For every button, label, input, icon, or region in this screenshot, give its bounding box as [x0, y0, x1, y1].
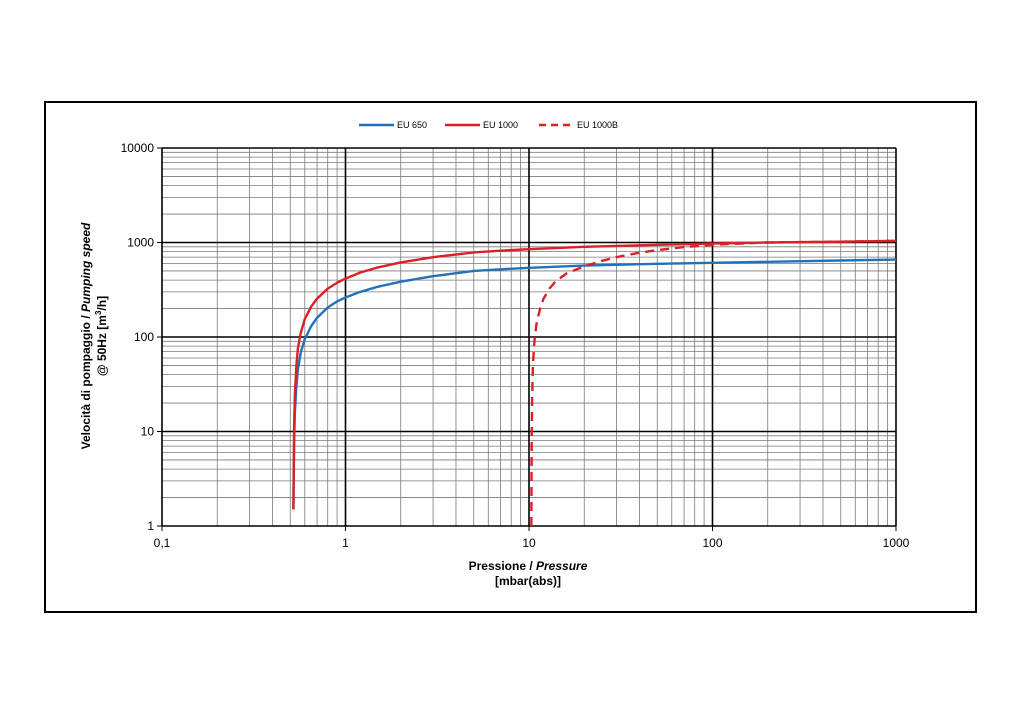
y-axis-unit: @ 50Hz [m3/h]: [94, 296, 109, 376]
x-axis-unit: [mbar(abs)]: [495, 574, 561, 588]
y-axis-title-main: Velocità di pompaggio /: [79, 312, 93, 449]
series-line-eu-1000: [292, 239, 897, 510]
x-tick-label: 0,1: [154, 536, 171, 550]
y-axis-title-italic: Pumping speed: [79, 222, 93, 312]
x-tick-label: 1000: [883, 536, 910, 550]
y-axis-unit-suffix: /h]: [95, 296, 109, 311]
grid: [157, 147, 897, 531]
x-tick-label: 10: [522, 536, 536, 550]
legend-label: EU 650: [397, 120, 427, 130]
y-axis-unit-prefix: @ 50Hz [m: [95, 315, 109, 376]
series-line-eu-650: [292, 258, 897, 510]
x-tick-label: 100: [702, 536, 722, 550]
y-axis-title-group: Velocità di pompaggio / Pumping speed @ …: [79, 222, 109, 449]
y-axis-title: Velocità di pompaggio / Pumping speed: [79, 222, 93, 449]
chart-frame: 0,1 1 10 100 1000 1 10 100 1000 10000 EU 650 EU 10…: [44, 101, 977, 613]
y-tick-label: 100: [134, 330, 154, 344]
x-axis-title-main: Pressione /: [469, 559, 536, 573]
y-axis-unit-sup: 3: [94, 310, 103, 315]
x-axis-title: Pressione / Pressure: [469, 559, 588, 573]
y-tick-label: 10: [141, 425, 155, 439]
legend: EU 650 EU 1000 EU 1000B: [359, 120, 618, 130]
legend-label: EU 1000: [483, 120, 518, 130]
y-tick-label: 1000: [127, 236, 154, 250]
series-line-eu-1000b: [530, 239, 897, 527]
x-axis-title-italic: Pressure: [536, 559, 588, 573]
series-layer: [292, 239, 897, 527]
y-tick-label: 1: [147, 519, 154, 533]
x-tick-label: 1: [342, 536, 349, 550]
legend-label: EU 1000B: [577, 120, 618, 130]
y-tick-label: 10000: [121, 141, 155, 155]
